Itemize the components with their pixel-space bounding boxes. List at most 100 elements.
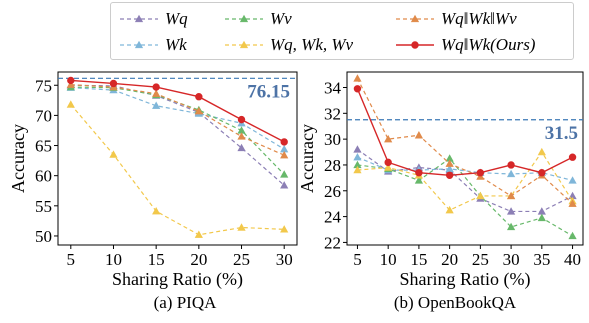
legend-item-wq: Wq bbox=[119, 6, 188, 32]
obqa-series-2-point bbox=[568, 231, 577, 240]
obqa-series-5-point bbox=[353, 85, 362, 93]
legend: Wq Wk Wv Wq, Wk, Wv Wq‖Wk‖Wv Wq‖Wk(Ours) bbox=[110, 2, 574, 60]
piqa-ytick-label: 50 bbox=[35, 227, 52, 246]
piqa-series-5-point bbox=[67, 76, 75, 85]
obqa-xtick-label: 25 bbox=[472, 250, 489, 269]
obqa-ytick-label: 34 bbox=[324, 78, 342, 97]
piqa-series-5-point bbox=[152, 83, 160, 91]
legend-marker-shape-5 bbox=[411, 41, 419, 49]
piqa-series-2-point bbox=[280, 170, 289, 178]
legend-marker-shape-0 bbox=[134, 14, 144, 23]
legend-item-ours: Wq‖Wk(Ours) bbox=[395, 32, 535, 58]
obqa-series-5-point bbox=[445, 171, 454, 179]
obqa-reference-label: 31.5 bbox=[545, 123, 578, 144]
legend-marker-shape-2 bbox=[239, 14, 249, 23]
obqa-series-5-point bbox=[415, 169, 423, 177]
obqa-xtick-label: 35 bbox=[533, 250, 550, 269]
obqa-xtick-label: 15 bbox=[410, 250, 427, 269]
piqa-y-axis-label: Accuracy bbox=[8, 124, 28, 193]
legend-label-wv: Wv bbox=[270, 9, 292, 28]
piqa-xtick-label: 30 bbox=[276, 250, 293, 269]
obqa-series-line-1 bbox=[357, 156, 573, 182]
piqa-series-5-point bbox=[280, 138, 288, 146]
obqa-series-5-point bbox=[507, 161, 515, 169]
legend-marker-ours bbox=[396, 41, 434, 49]
obqa-series-line-2 bbox=[357, 157, 573, 237]
obqa-series-3-point bbox=[353, 165, 362, 174]
piqa-series-1-point bbox=[152, 101, 161, 109]
piqa-ytick-label: 70 bbox=[35, 106, 52, 125]
obqa-series-4-point bbox=[353, 74, 362, 82]
piqa-xtick-label: 15 bbox=[148, 250, 165, 269]
piqa-xtick-label: 5 bbox=[67, 250, 76, 269]
piqa-reference-label: 76.15 bbox=[247, 81, 290, 102]
obqa-series-2-point bbox=[414, 176, 424, 184]
obqa-series-1-point bbox=[353, 152, 362, 161]
piqa-ytick-label: 65 bbox=[35, 137, 52, 156]
piqa-series-line-3 bbox=[70, 104, 285, 236]
obqa-series-line-0 bbox=[357, 148, 573, 213]
piqa-series-3-point bbox=[194, 230, 203, 238]
piqa-plot-frame bbox=[57, 71, 298, 246]
legend-marker-wqkv bbox=[225, 40, 263, 49]
legend-marker-shape-3 bbox=[239, 40, 249, 49]
obqa-xtick-label: 5 bbox=[353, 250, 362, 269]
piqa-series-4-point bbox=[280, 150, 289, 159]
piqa-series-line-5 bbox=[70, 79, 285, 143]
obqa-series-line-3 bbox=[357, 150, 574, 211]
piqa-series-5-point bbox=[195, 93, 203, 101]
legend-item-wq-wk-wv-concat: Wq‖Wk‖Wv bbox=[395, 6, 517, 32]
obqa-series-4-point bbox=[414, 131, 424, 139]
left-chart: 50 55 60 65 70 75 5 10 15 20 25 30 Sharing Ratio (%)… bbox=[8, 71, 298, 290]
piqa-series-0-point bbox=[237, 143, 246, 152]
piqa-series-3-point bbox=[66, 100, 75, 108]
obqa-series-5-point bbox=[476, 169, 485, 177]
obqa-xtick-label: 40 bbox=[564, 250, 581, 269]
obqa-series-0-point bbox=[353, 145, 362, 153]
piqa-series-line-1 bbox=[70, 87, 285, 150]
obqa-series-1-point bbox=[506, 169, 516, 178]
obqa-series-3-point bbox=[384, 163, 393, 171]
piqa-ytick-label: 75 bbox=[35, 76, 52, 95]
legend-marker-wv bbox=[225, 14, 263, 23]
obqa-xtick-label: 20 bbox=[441, 250, 458, 269]
obqa-series-4-point bbox=[384, 134, 393, 143]
obqa-ytick-label: 30 bbox=[324, 130, 341, 149]
piqa-xtick-label: 10 bbox=[105, 250, 122, 269]
piqa-series-3-point bbox=[152, 207, 161, 215]
piqa-series-line-4 bbox=[70, 84, 285, 156]
piqa-series-4-point bbox=[194, 106, 203, 115]
obqa-ytick-label: 32 bbox=[324, 104, 341, 123]
piqa-x-axis-label: Sharing Ratio (%) bbox=[112, 269, 243, 290]
piqa-series-line-0 bbox=[70, 84, 285, 186]
legend-label-wqkv: Wq, Wk, Wv bbox=[270, 35, 354, 54]
legend-marker-shape-4 bbox=[410, 14, 420, 23]
piqa-series-3-point bbox=[237, 223, 246, 231]
legend-marker-shape-1 bbox=[134, 40, 144, 49]
obqa-series-2-point bbox=[506, 222, 516, 231]
obqa-x-axis-label: Sharing Ratio (%) bbox=[400, 269, 531, 290]
piqa-series-4-point bbox=[152, 89, 161, 97]
obqa-series-0-point bbox=[537, 207, 546, 215]
caption-left: (a) PIQA bbox=[153, 293, 217, 312]
piqa-xtick-label: 20 bbox=[190, 250, 207, 269]
obqa-series-0-point bbox=[506, 207, 516, 215]
obqa-series-3-point bbox=[445, 205, 454, 214]
legend-item-wv: Wv bbox=[224, 6, 292, 32]
piqa-ytick-label: 55 bbox=[35, 197, 52, 216]
obqa-ytick-label: 26 bbox=[324, 182, 341, 201]
obqa-xtick-label: 10 bbox=[380, 250, 397, 269]
legend-label-wq-wk-wv-concat: Wq‖Wk‖Wv bbox=[441, 9, 517, 28]
piqa-series-4-point bbox=[66, 80, 75, 88]
obqa-series-5-point bbox=[568, 153, 577, 161]
legend-marker-wq bbox=[120, 14, 158, 23]
obqa-series-3-point bbox=[476, 191, 485, 200]
obqa-series-4-point bbox=[568, 199, 577, 207]
obqa-series-4-point bbox=[445, 159, 454, 167]
legend-label-wq: Wq bbox=[165, 9, 188, 28]
piqa-series-5-point bbox=[109, 79, 118, 88]
obqa-series-line-4 bbox=[356, 78, 573, 205]
obqa-series-2-point bbox=[537, 213, 546, 222]
obqa-ytick-label: 28 bbox=[324, 156, 341, 175]
